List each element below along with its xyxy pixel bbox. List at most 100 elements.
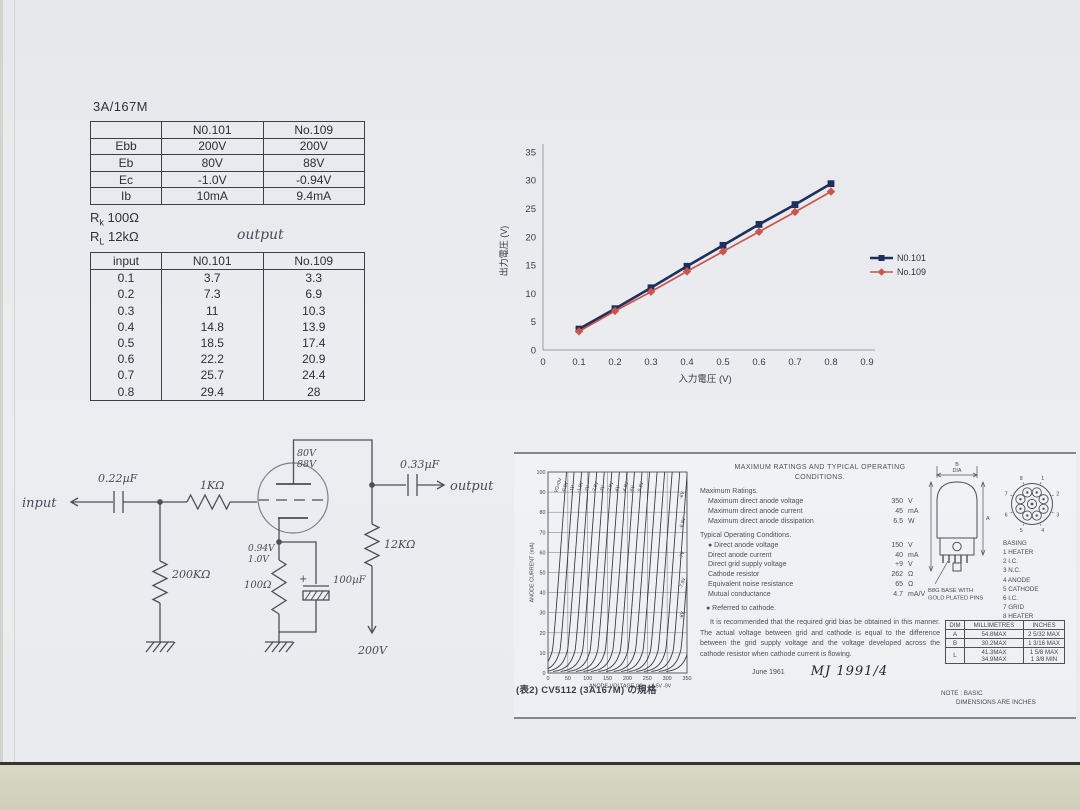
datasheet-caption: (表2) CV5112 (3A167M) の規格 [516, 685, 657, 696]
supply-voltage-label: 200V [357, 644, 388, 657]
dim-b-label: B [955, 462, 959, 468]
input-resistor-label: 200KΩ [171, 568, 210, 581]
svg-text:250: 250 [643, 676, 652, 682]
svg-text:5: 5 [1020, 528, 1023, 534]
desk-surface [0, 762, 1080, 810]
svg-text:0: 0 [547, 676, 550, 682]
svg-text:-2V: -2V [583, 484, 590, 493]
svg-text:50: 50 [565, 676, 571, 682]
svg-text:No.109: No.109 [897, 267, 926, 277]
base-label-line2: GOLD PLATED PINS [928, 596, 983, 602]
output-handwritten-label: output [237, 227, 284, 243]
svg-text:30: 30 [525, 176, 536, 187]
svg-text:0.3: 0.3 [644, 357, 657, 368]
svg-text:10: 10 [525, 289, 536, 300]
svg-text:10: 10 [540, 651, 546, 657]
svg-text:入力電圧 (V): 入力電圧 (V) [678, 373, 731, 385]
svg-text:0.2: 0.2 [608, 357, 621, 368]
svg-text:7: 7 [1005, 491, 1008, 497]
svg-text:40: 40 [540, 591, 546, 597]
svg-text:200: 200 [623, 676, 632, 682]
svg-text:-6V: -6V [678, 490, 685, 499]
svg-text:-4V: -4V [614, 484, 621, 493]
ratings-title-line1: MAXIMUM RATINGS AND TYPICAL OPERATING [734, 464, 906, 471]
svg-text:30: 30 [540, 611, 546, 617]
svg-text:-0.5V: -0.5V [561, 480, 569, 493]
svg-text:3: 3 [1056, 513, 1059, 519]
datasheet-sheet: 0 50 100 150 200 250 300 350 0 10 20 30 40 50 60 70 80 90… [514, 452, 1076, 719]
cathode-resistor-note: Rk 100Ω [90, 210, 139, 228]
svg-text:-7V: -7V [678, 550, 685, 559]
circuit-output-label: output [450, 479, 494, 494]
cathode-voltage-1: 0.94V [248, 544, 276, 554]
svg-text:-3V: -3V [598, 484, 605, 493]
svg-text:0: 0 [543, 671, 546, 677]
svg-text:-2.5V: -2.5V [591, 480, 599, 493]
svg-text:VG=0V: VG=0V [553, 476, 563, 493]
svg-text:0.1: 0.1 [572, 357, 585, 368]
paper-crease [14, 0, 15, 762]
cap-polarity-plus: + [299, 574, 307, 585]
svg-text:-3.5V: -3.5V [606, 480, 614, 493]
svg-text:ANODE VOLTAGE (V): ANODE VOLTAGE (V) [589, 684, 643, 690]
cathode-voltage-2: 1.0V [248, 555, 270, 565]
input-cap-label: 0.22µF [98, 472, 138, 485]
max-ratings-rows: Maximum direct anode voltage 350 V Maximum … [708, 497, 919, 525]
anode-voltage-2: 88V [297, 459, 317, 470]
max-ratings-heading: Maximum Ratings. [700, 487, 758, 495]
basing-list: BASING 1 HEATER 2 I.C. 3 N.C. 4 ANODE 5 CATHO… [1003, 540, 1039, 620]
io-table: input N0.101 No.109 0.1 3.7 3.3 0.2 7.3 6.9 0.3 11… [90, 252, 365, 401]
svg-text:-1V: -1V [568, 484, 575, 493]
svg-text:0.6: 0.6 [752, 357, 765, 368]
svg-text:90: 90 [540, 490, 546, 496]
svg-text:6: 6 [1005, 513, 1008, 519]
svg-text:300: 300 [663, 676, 672, 682]
svg-text:N0.101: N0.101 [897, 253, 926, 263]
svg-text:35: 35 [525, 147, 536, 158]
dia-label: DIA [953, 468, 962, 474]
handwritten-reference: MJ 1991/4 [810, 664, 889, 680]
svg-text:8: 8 [1020, 476, 1023, 482]
svg-text:100: 100 [583, 676, 592, 682]
svg-text:-8.5V -9V: -8.5V -9V [650, 684, 672, 690]
svg-text:0.7: 0.7 [788, 357, 801, 368]
svg-text:70: 70 [540, 530, 546, 536]
tube-outline [928, 466, 986, 585]
output-cap-label: 0.33µF [400, 458, 440, 471]
anode-characteristics-chart: 0 50 100 150 200 250 300 350 0 10 20 30 40 50 60 70 80 90… [530, 470, 692, 690]
svg-text:-5V: -5V [629, 484, 636, 493]
svg-text:50: 50 [540, 571, 546, 577]
svg-text:-6.5V: -6.5V [678, 516, 686, 529]
cathode-cap-label: 100µF [333, 575, 367, 586]
svg-text:5: 5 [531, 317, 536, 328]
dim-a-label: A [986, 516, 990, 522]
bias-table: N0.101 No.109 Ebb 200V 200V Eb 80V 88V Ec -1.0V -0… [90, 121, 365, 205]
svg-text:ANODE CURRENT (mA): ANODE CURRENT (mA) [530, 542, 536, 602]
svg-text:0.5: 0.5 [716, 357, 729, 368]
cathode-resistor-label: 100Ω [244, 580, 271, 591]
datasheet-date: June 1961 [752, 669, 785, 677]
svg-text:-5.5V: -5.5V [636, 480, 644, 493]
dimensions-table: DIM MILLIMETRES INCHES A 54.8MAX 2 5/32 MAX B 3… [945, 620, 1065, 664]
load-resistor-label: 12KΩ [384, 538, 415, 551]
input-output-line-chart: 0 5 10 15 20 25 30 35 0 0.1 0.2 0.3 0.4 0.5 0.6 0.7 0.8 0… [498, 144, 926, 385]
svg-text:60: 60 [540, 550, 546, 556]
svg-text:80: 80 [540, 510, 546, 516]
svg-text:20: 20 [540, 631, 546, 637]
svg-text:-1.5V: -1.5V [576, 480, 584, 493]
ratings-footnote: ● Referred to cathode. [706, 605, 776, 613]
circuit-input-label: input [22, 496, 57, 511]
svg-text:1: 1 [1041, 476, 1044, 482]
paper-left-edge [0, 0, 3, 765]
svg-text:350: 350 [683, 676, 692, 682]
svg-text:0.9: 0.9 [860, 357, 873, 368]
svg-text:0: 0 [531, 345, 536, 356]
svg-text:-4.5V: -4.5V [621, 480, 629, 493]
grid-resistor-label: 1KΩ [200, 479, 224, 492]
svg-text:100: 100 [537, 470, 546, 476]
load-resistor-note: RL 12kΩ [90, 229, 139, 247]
svg-text:150: 150 [603, 676, 612, 682]
svg-text:0.8: 0.8 [824, 357, 837, 368]
anode-voltage-1: 80V [297, 448, 317, 459]
svg-text:2: 2 [1056, 491, 1059, 497]
